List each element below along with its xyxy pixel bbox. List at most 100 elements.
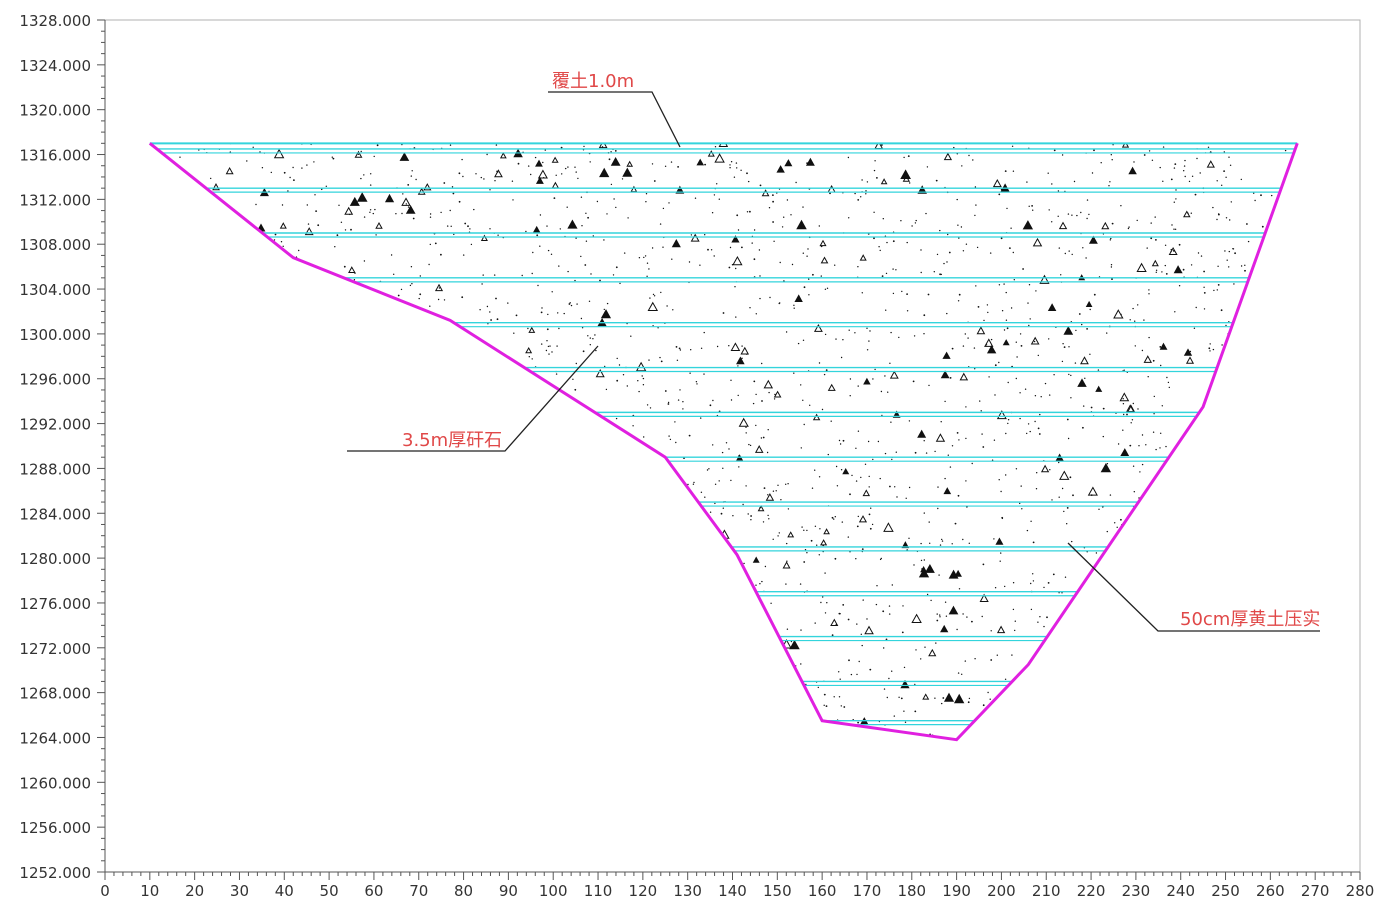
gravel-dot	[374, 208, 376, 211]
gravel-dot	[227, 598, 229, 600]
gravel-mark	[918, 568, 930, 578]
gravel-dot	[360, 687, 362, 689]
gravel-dot	[956, 628, 958, 631]
gravel-dot	[293, 179, 295, 182]
gravel-dot	[750, 519, 752, 521]
gravel-dot	[1111, 278, 1113, 280]
gravel-dot	[1058, 496, 1060, 498]
gravel-dot	[777, 535, 779, 537]
gravel-dot	[620, 690, 623, 693]
gravel-dot	[432, 414, 435, 417]
gravel-dot	[797, 700, 800, 703]
gravel-dot	[585, 212, 587, 214]
gravel-dot	[390, 690, 393, 693]
gravel-dot	[709, 700, 711, 702]
gravel-dot	[354, 514, 357, 516]
gravel-dot	[786, 628, 789, 630]
gravel-dot	[184, 709, 186, 712]
gravel-dot	[848, 329, 850, 331]
gravel-dot	[208, 372, 211, 374]
gravel-mark	[1183, 348, 1193, 356]
gravel-mark	[356, 192, 368, 202]
gravel-dot	[1270, 594, 1273, 596]
gravel-mark	[565, 567, 573, 574]
gravel-dot	[655, 551, 657, 553]
gravel-dot	[1234, 252, 1236, 255]
gravel-dot	[447, 532, 449, 534]
gravel-dot	[1089, 353, 1091, 355]
gravel-dot	[428, 325, 430, 327]
gravel-dot	[1171, 662, 1174, 665]
gravel-dot	[760, 437, 763, 439]
gravel-dot	[483, 178, 485, 180]
gravel-dot	[1004, 585, 1006, 588]
gravel-dot	[762, 521, 765, 523]
gravel-dot	[410, 266, 413, 268]
gravel-dot	[1141, 463, 1144, 466]
gravel-mark	[943, 152, 953, 161]
gravel-dot	[255, 623, 258, 626]
gravel-dot	[208, 673, 210, 676]
gravel-dot	[1124, 729, 1127, 732]
gravel-dot	[1251, 707, 1253, 709]
gravel-dot	[1130, 528, 1133, 530]
gravel-dot	[370, 184, 372, 186]
gravel-dot	[687, 483, 689, 486]
gravel-dot	[678, 347, 681, 350]
gravel-dot	[378, 702, 381, 704]
gravel-dot	[749, 444, 752, 447]
gravel-dot	[287, 190, 289, 192]
gravel-dot	[504, 579, 506, 581]
gravel-dot	[528, 449, 531, 452]
gravel-dot	[805, 683, 807, 686]
gravel-dot	[1269, 434, 1271, 436]
gravel-dot	[1208, 347, 1211, 350]
gravel-dot	[596, 641, 598, 643]
gravel-dot	[835, 338, 837, 340]
gravel-dot	[1288, 175, 1291, 178]
gravel-dot	[711, 212, 714, 214]
gravel-dot	[1275, 717, 1278, 719]
gravel-dot	[1123, 369, 1125, 371]
gravel-mark	[535, 176, 544, 184]
gravel-dot	[644, 255, 647, 257]
gravel-dot	[890, 331, 892, 334]
gravel-dot	[741, 698, 744, 700]
gravel-dot	[939, 273, 941, 276]
gravel-dot	[1153, 395, 1156, 398]
gravel-dot	[491, 391, 494, 394]
gravel-dot	[402, 193, 404, 195]
gravel-mark	[495, 539, 504, 548]
gravel-mark	[230, 526, 240, 536]
gravel-dot	[252, 594, 254, 596]
gravel-dot	[451, 186, 454, 188]
gravel-dot	[1295, 558, 1298, 561]
gravel-dot	[624, 491, 626, 494]
gravel-dot	[688, 261, 691, 263]
gravel-dot	[786, 542, 788, 545]
gravel-dot	[198, 213, 201, 216]
gravel-dot	[808, 278, 810, 280]
gravel-dot	[175, 419, 177, 421]
gravel-dot	[473, 208, 475, 211]
gravel-dot	[962, 538, 964, 541]
gravel-dot	[1126, 413, 1128, 416]
gravel-dot	[924, 646, 926, 648]
gravel-dot	[1019, 502, 1021, 505]
gravel-dot	[1181, 737, 1183, 739]
gravel-dot	[424, 538, 427, 540]
gravel-dot	[347, 441, 349, 443]
gravel-dot	[856, 623, 858, 625]
gravel-mark	[234, 424, 243, 432]
gravel-dot	[1292, 315, 1295, 318]
gravel-dot	[276, 532, 278, 534]
gravel-dot	[210, 364, 212, 366]
gravel-mark	[1175, 571, 1183, 579]
gravel-dot	[214, 480, 217, 483]
x-tick-label: 280	[1346, 882, 1375, 900]
gravel-dot	[157, 328, 160, 331]
gravel-dot	[1207, 450, 1210, 452]
gravel-dot	[1045, 724, 1048, 726]
gravel-dot	[487, 731, 489, 734]
